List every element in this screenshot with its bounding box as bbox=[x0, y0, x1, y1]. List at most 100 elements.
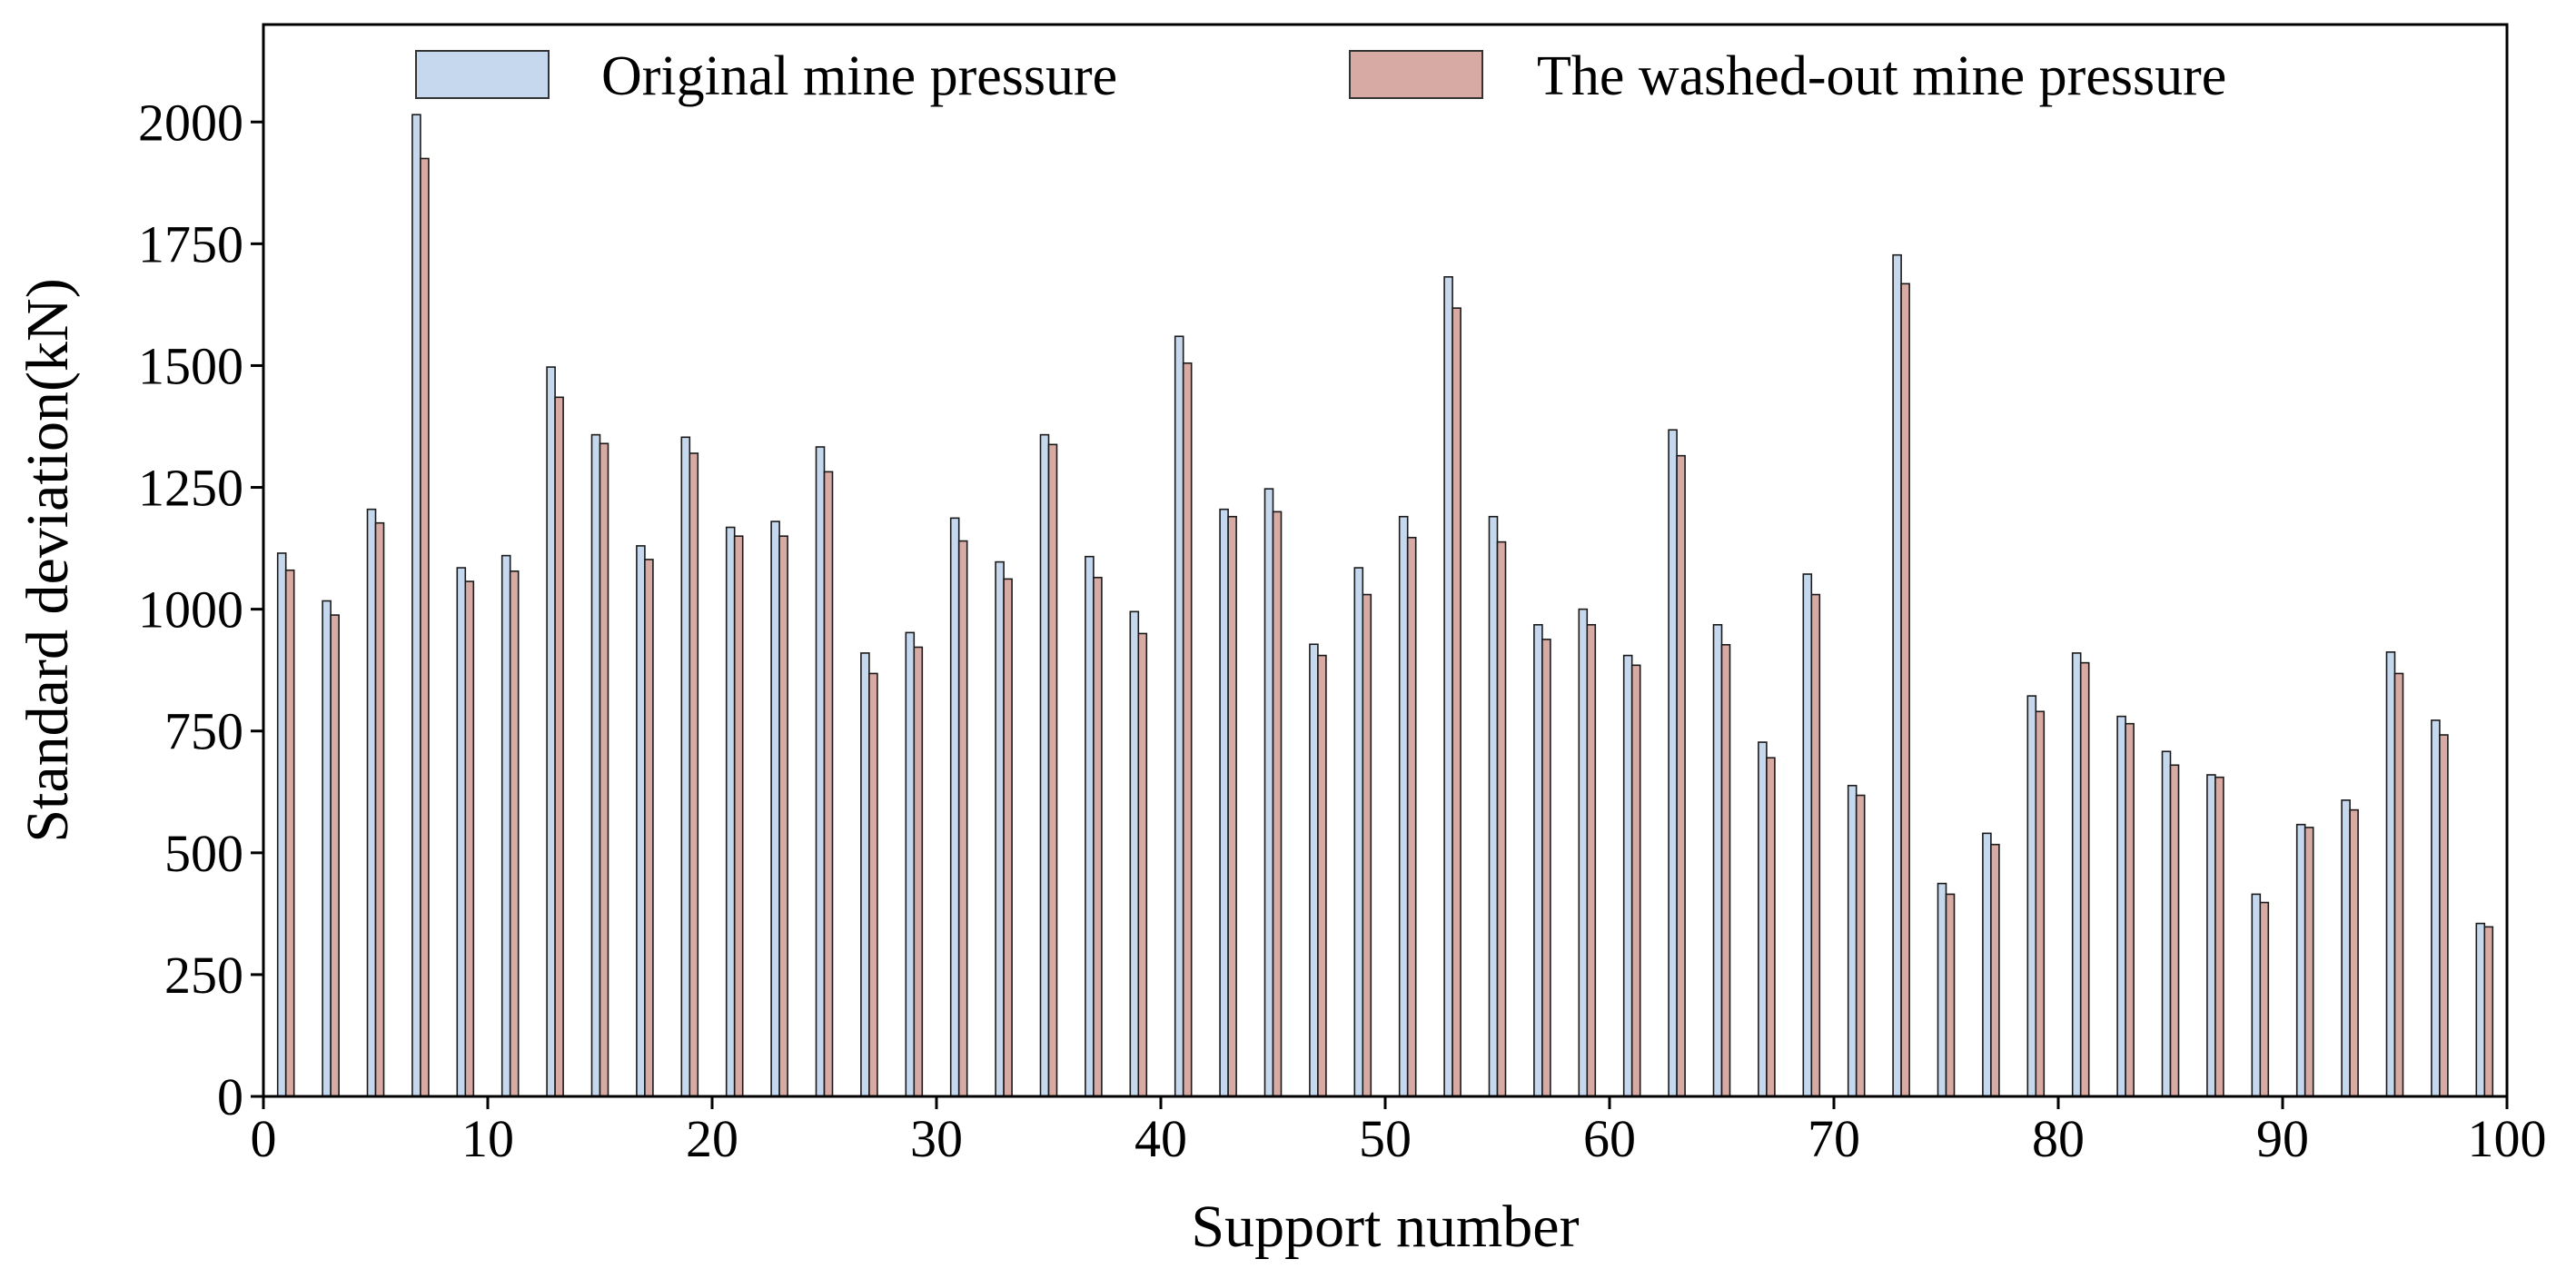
bar-series-1-support-23 bbox=[770, 521, 780, 1097]
bar-series-2-support-97 bbox=[2439, 734, 2449, 1097]
bar-series-1-support-49 bbox=[1353, 567, 1364, 1097]
bar-series-1-support-31 bbox=[949, 517, 960, 1097]
bar-series-2-support-11 bbox=[509, 570, 520, 1097]
bar-series-1-support-19 bbox=[680, 436, 691, 1097]
bar-series-1-support-29 bbox=[905, 631, 916, 1097]
bar-series-1-support-43 bbox=[1219, 508, 1229, 1097]
y-tick-label: 500 bbox=[164, 824, 243, 883]
legend: Original mine pressure The washed-out min… bbox=[415, 45, 2226, 107]
bar-series-2-support-7 bbox=[420, 157, 430, 1097]
bar-series-1-support-77 bbox=[1982, 832, 1992, 1097]
bar-series-2-support-3 bbox=[330, 614, 340, 1097]
bar-series-1-support-57 bbox=[1533, 623, 1543, 1097]
bar-series-1-support-3 bbox=[322, 600, 332, 1097]
bar-series-2-support-41 bbox=[1182, 362, 1193, 1097]
bar-series-1-support-13 bbox=[546, 366, 556, 1097]
bar-series-1-support-73 bbox=[1892, 253, 1902, 1097]
bar-series-2-support-99 bbox=[2483, 926, 2494, 1097]
bar-series-1-support-67 bbox=[1758, 741, 1768, 1097]
x-tick-label: 0 bbox=[251, 1109, 277, 1168]
bar-series-1-support-25 bbox=[815, 446, 826, 1097]
bar-series-1-support-79 bbox=[2026, 695, 2037, 1097]
y-tick-label: 0 bbox=[217, 1067, 243, 1126]
bar-series-2-support-15 bbox=[599, 442, 609, 1097]
bar-series-1-support-71 bbox=[1847, 784, 1858, 1097]
bar-series-2-support-13 bbox=[554, 396, 564, 1097]
bar-series-2-support-93 bbox=[2349, 808, 2359, 1097]
bar-series-2-support-77 bbox=[1990, 843, 2000, 1097]
y-axis-title: Standard deviation(kN) bbox=[15, 278, 81, 842]
bar-series-1-support-41 bbox=[1174, 335, 1184, 1097]
bar-series-2-support-29 bbox=[913, 646, 924, 1097]
legend-label-series-2: The washed-out mine pressure bbox=[1537, 45, 2226, 107]
bar-series-2-support-67 bbox=[1766, 757, 1776, 1097]
x-tick-label: 20 bbox=[686, 1109, 738, 1168]
bar-series-2-support-5 bbox=[374, 521, 385, 1097]
bar-series-2-support-55 bbox=[1496, 540, 1507, 1097]
bar-series-2-support-87 bbox=[2214, 776, 2224, 1097]
bar-series-2-support-19 bbox=[689, 452, 699, 1097]
bar-series-1-support-47 bbox=[1309, 643, 1319, 1097]
bar-series-2-support-71 bbox=[1855, 794, 1866, 1097]
bar-series-1-support-53 bbox=[1443, 276, 1453, 1097]
bar-series-1-support-17 bbox=[636, 545, 646, 1097]
bar-series-2-support-79 bbox=[2035, 710, 2046, 1097]
bar-series-1-support-75 bbox=[1937, 882, 1947, 1097]
bar-series-1-support-61 bbox=[1622, 654, 1633, 1097]
bar-series-1-support-45 bbox=[1263, 488, 1274, 1097]
bar-series-1-support-37 bbox=[1085, 555, 1095, 1097]
y-tick-label: 2000 bbox=[138, 93, 243, 152]
bar-series-2-support-59 bbox=[1586, 623, 1597, 1097]
bar-series-1-support-69 bbox=[1802, 573, 1813, 1097]
bar-series-2-support-65 bbox=[1720, 643, 1731, 1097]
bar-series-2-support-49 bbox=[1362, 593, 1372, 1097]
bar-series-2-support-45 bbox=[1272, 511, 1283, 1097]
bar-series-1-support-83 bbox=[2116, 715, 2126, 1097]
bar-series-1-support-7 bbox=[411, 114, 421, 1097]
bar-series-1-support-97 bbox=[2431, 719, 2441, 1097]
bar-series-2-support-43 bbox=[1227, 515, 1237, 1097]
bar-series-1-support-11 bbox=[500, 554, 511, 1097]
bar-series-2-support-39 bbox=[1137, 632, 1148, 1097]
bar-series-1-support-27 bbox=[860, 652, 870, 1097]
bar-series-2-support-17 bbox=[644, 559, 654, 1097]
bar-series-2-support-27 bbox=[868, 672, 878, 1097]
bars-layer bbox=[276, 114, 2494, 1097]
bar-series-2-support-47 bbox=[1317, 654, 1327, 1097]
bar-series-1-support-91 bbox=[2295, 823, 2306, 1097]
bar-series-1-support-65 bbox=[1712, 623, 1723, 1097]
bar-series-2-support-53 bbox=[1451, 307, 1461, 1097]
bar-series-1-support-95 bbox=[2385, 651, 2396, 1097]
bar-series-2-support-61 bbox=[1630, 664, 1641, 1097]
bar-series-1-support-15 bbox=[590, 433, 601, 1097]
bar-series-1-support-59 bbox=[1578, 608, 1589, 1097]
bar-series-1-support-85 bbox=[2161, 750, 2172, 1097]
y-tick-label: 250 bbox=[164, 946, 243, 1005]
bar-series-2-support-21 bbox=[733, 535, 744, 1097]
x-tick-label: 90 bbox=[2256, 1109, 2309, 1168]
bar-series-2-support-1 bbox=[284, 569, 295, 1097]
legend-swatch-series-1 bbox=[415, 50, 550, 99]
bar-series-1-support-87 bbox=[2206, 774, 2216, 1097]
bar-series-2-support-69 bbox=[1810, 593, 1821, 1097]
legend-swatch-series-2 bbox=[1349, 50, 1483, 99]
bar-series-2-support-85 bbox=[2169, 764, 2180, 1097]
bar-series-2-support-33 bbox=[1003, 578, 1013, 1097]
bar-series-2-support-89 bbox=[2259, 901, 2270, 1097]
bar-series-2-support-75 bbox=[1945, 893, 1956, 1097]
bar-series-1-support-35 bbox=[1039, 433, 1050, 1097]
bar-series-2-support-51 bbox=[1406, 536, 1417, 1097]
x-tick-label: 60 bbox=[1583, 1109, 1636, 1168]
bar-series-1-support-93 bbox=[2341, 799, 2351, 1097]
bar-series-1-support-33 bbox=[995, 560, 1005, 1097]
bar-series-2-support-9 bbox=[464, 580, 475, 1097]
y-axis: 0 250 500 750 1000 1250 1500 1750 2000 bbox=[138, 93, 263, 1126]
x-tick-label: 100 bbox=[2468, 1109, 2547, 1168]
y-tick-label: 1750 bbox=[138, 214, 243, 273]
bar-series-1-support-39 bbox=[1129, 610, 1140, 1097]
bar-series-2-support-95 bbox=[2393, 672, 2404, 1097]
y-tick-label: 1000 bbox=[138, 580, 243, 640]
y-tick-label: 750 bbox=[164, 702, 243, 761]
legend-label-series-1: Original mine pressure bbox=[601, 45, 1117, 107]
